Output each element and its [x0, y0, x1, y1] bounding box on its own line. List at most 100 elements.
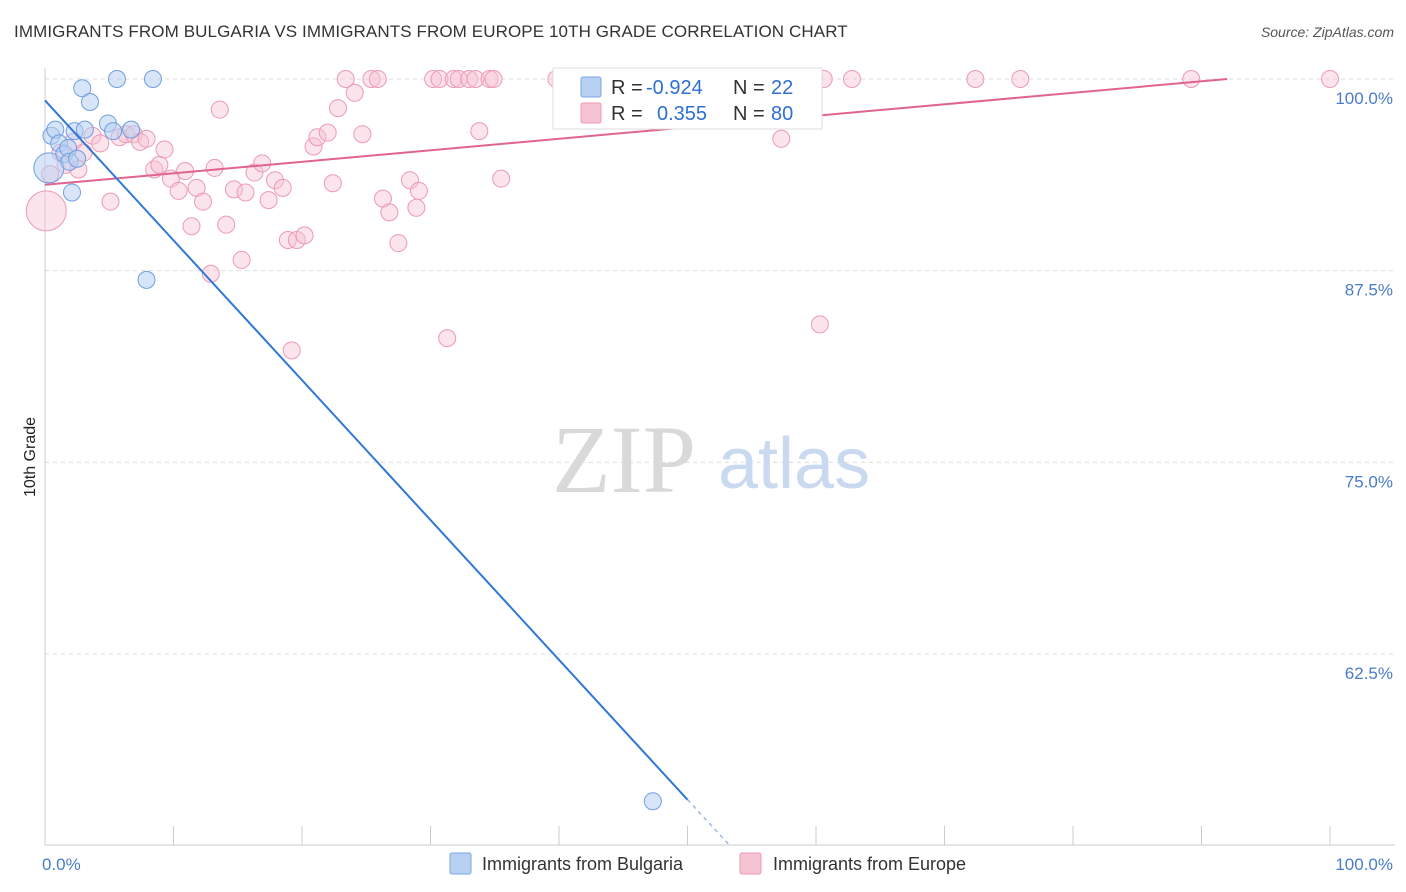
europe-point — [444, 70, 463, 88]
bulgaria-point — [80, 93, 99, 111]
europe-point — [101, 192, 120, 211]
watermark-atlas: atlas — [718, 424, 870, 504]
europe-point — [259, 191, 278, 210]
bulgaria-point — [68, 149, 87, 168]
legend-n-label-2: N = — [733, 103, 765, 125]
bulgaria-point — [643, 792, 662, 811]
bottom-legend-label-bulgaria: Immigrants from Bulgaria — [482, 854, 684, 874]
y-tick-label: 100.0% — [1335, 89, 1393, 108]
europe-point — [91, 134, 110, 153]
europe-point — [460, 70, 479, 88]
axes — [44, 68, 1395, 846]
europe-point — [380, 203, 399, 222]
bulgaria-point — [143, 70, 162, 88]
legend-swatch-bulgaria — [580, 76, 602, 98]
europe-point — [368, 70, 387, 88]
europe-point — [253, 154, 272, 173]
europe-point — [409, 181, 428, 200]
europe-point — [966, 70, 985, 88]
bottom-legend-swatch-europe — [739, 852, 762, 875]
europe-point — [266, 171, 285, 190]
legend-r-value-2: 0.355 — [657, 103, 707, 125]
y-tick-label: 62.5% — [1345, 664, 1393, 683]
europe-point — [273, 178, 292, 197]
europe-point — [470, 122, 489, 141]
europe-point — [308, 128, 327, 147]
bulgaria-point — [107, 70, 126, 88]
bulgaria-point — [104, 122, 123, 141]
series-legend: Immigrants from Bulgaria Immigrants from… — [449, 852, 966, 875]
europe-point — [480, 70, 499, 88]
europe-point — [182, 217, 201, 236]
europe-point — [150, 155, 169, 174]
watermark-zip: ZIP — [552, 406, 696, 513]
watermark: ZIP atlas — [552, 406, 870, 513]
y-tick-label: 87.5% — [1345, 281, 1393, 300]
europe-point — [194, 192, 213, 211]
europe-point — [389, 234, 408, 253]
legend-r-label-2: R = — [611, 103, 643, 125]
bulgaria-trend-line — [44, 99, 689, 801]
bulgaria-point — [62, 183, 81, 202]
tick-labels: 100.0% 87.5% 75.0% 62.5% 0.0% 100.0% — [42, 89, 1393, 874]
europe-point — [1321, 70, 1339, 88]
europe-point — [484, 70, 503, 88]
bulgaria-point — [73, 79, 92, 98]
europe-point — [466, 70, 485, 88]
europe-trend-line — [44, 78, 1228, 186]
europe-point — [424, 70, 443, 88]
europe-point — [236, 183, 255, 202]
europe-point — [217, 215, 236, 234]
europe-point — [1011, 70, 1030, 88]
europe-point — [492, 169, 511, 188]
europe-point — [232, 250, 251, 269]
europe-point — [224, 180, 243, 199]
europe-point — [407, 198, 426, 217]
x-tick-label-min: 0.0% — [42, 855, 81, 874]
trend-lines — [44, 78, 1228, 847]
europe-point — [205, 158, 224, 177]
chart-source: Source: ZipAtlas.com — [1260, 24, 1394, 40]
europe-point — [353, 125, 372, 144]
europe-point — [328, 99, 347, 118]
europe-point — [438, 329, 457, 348]
europe-point — [362, 70, 381, 88]
europe-point — [810, 315, 829, 334]
bulgaria-trend-extension — [686, 799, 731, 847]
x-tick-label-max: 100.0% — [1335, 855, 1393, 874]
europe-point — [772, 129, 791, 148]
europe-point — [430, 70, 449, 88]
bottom-legend-label-europe: Immigrants from Europe — [773, 854, 966, 874]
europe-point — [155, 140, 174, 159]
europe-point — [137, 129, 156, 148]
bottom-legend-swatch-bulgaria — [449, 852, 472, 875]
legend-swatch-europe — [580, 102, 602, 124]
europe-point — [282, 341, 301, 360]
europe-point — [210, 100, 229, 119]
bulgaria-point — [122, 120, 141, 139]
europe-point — [25, 190, 67, 232]
bulgaria-point — [75, 120, 94, 139]
legend-n-value-2: 80 — [771, 103, 793, 125]
legend-n-value-1: 22 — [771, 77, 793, 99]
y-axis-title: 10th Grade — [22, 417, 39, 497]
europe-point — [295, 226, 314, 245]
europe-point — [304, 137, 323, 156]
y-tick-label: 75.0% — [1345, 472, 1393, 491]
legend-n-label-1: N = — [733, 77, 765, 99]
europe-point — [169, 181, 188, 200]
bulgaria-point — [137, 270, 156, 289]
chart-title: IMMIGRANTS FROM BULGARIA VS IMMIGRANTS F… — [14, 22, 848, 41]
legend-r-value-1: -0.924 — [646, 77, 703, 99]
legend-r-label-1: R = — [611, 77, 643, 99]
europe-point — [336, 70, 355, 88]
europe-point — [245, 163, 264, 182]
europe-point — [842, 70, 861, 88]
correlation-legend: R = -0.924 N = 22 R = 0.355 N = 80 — [552, 67, 823, 130]
europe-point — [345, 83, 364, 102]
europe-point — [318, 123, 337, 142]
europe-point — [1182, 70, 1201, 88]
gridlines — [45, 78, 1395, 655]
europe-point — [323, 174, 342, 193]
